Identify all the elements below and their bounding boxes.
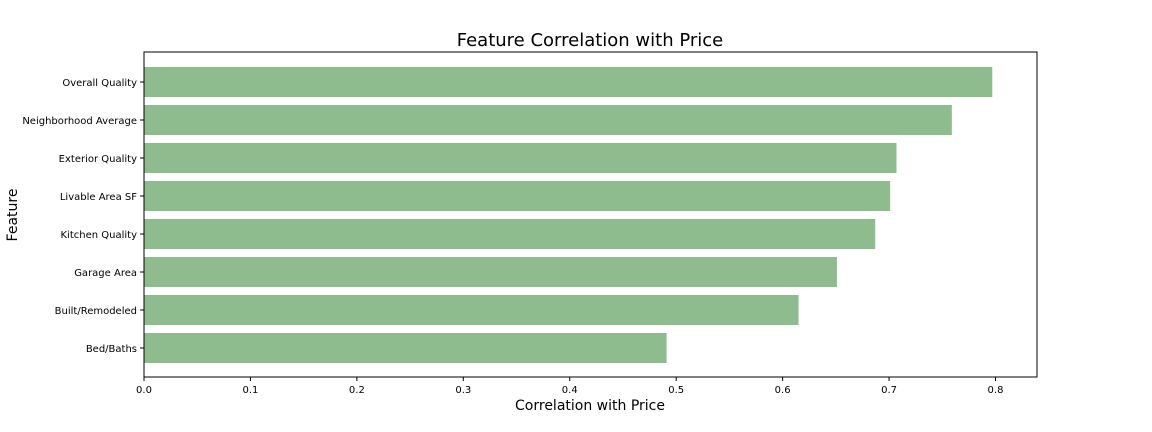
x-tick-label: 0.7 [881,385,897,396]
y-axis-label: Feature [5,189,21,242]
x-tick-label: 0.2 [349,385,365,396]
x-tick-label: 0.1 [242,385,258,396]
y-tick-label: Built/Remodeled [55,306,137,317]
bars-group [144,67,993,363]
x-tick-label: 0.4 [562,385,578,396]
bar [144,143,897,173]
bar [144,295,799,325]
x-tick-label: 0.0 [136,385,152,396]
y-tick-label: Exterior Quality [59,154,137,165]
y-tick-label: Neighborhood Average [22,116,137,127]
x-tick-label: 0.5 [668,385,684,396]
y-tick-label: Garage Area [74,268,137,279]
x-axis-label: Correlation with Price [515,398,665,414]
x-tick-label: 0.8 [988,385,1004,396]
chart-title: Feature Correlation with Price [457,30,724,51]
bar [144,333,667,363]
bar [144,105,952,135]
y-tick-group: Overall Quality Neighborhood Average Exter… [22,78,144,355]
bar [144,219,876,249]
x-tick-label: 0.3 [455,385,471,396]
bar [144,67,993,97]
y-tick-label: Livable Area SF [60,192,137,203]
y-tick-label: Overall Quality [62,78,137,89]
y-tick-label: Bed/Baths [86,344,137,355]
x-tick-label: 0.6 [775,385,791,396]
x-tick-group: 0.0 0.1 0.2 0.3 0.4 0.5 0.6 0.7 0.8 [136,377,1003,396]
plot-frame [143,51,1038,378]
bar [144,181,891,211]
bar [144,257,837,287]
y-tick-label: Kitchen Quality [61,230,138,241]
